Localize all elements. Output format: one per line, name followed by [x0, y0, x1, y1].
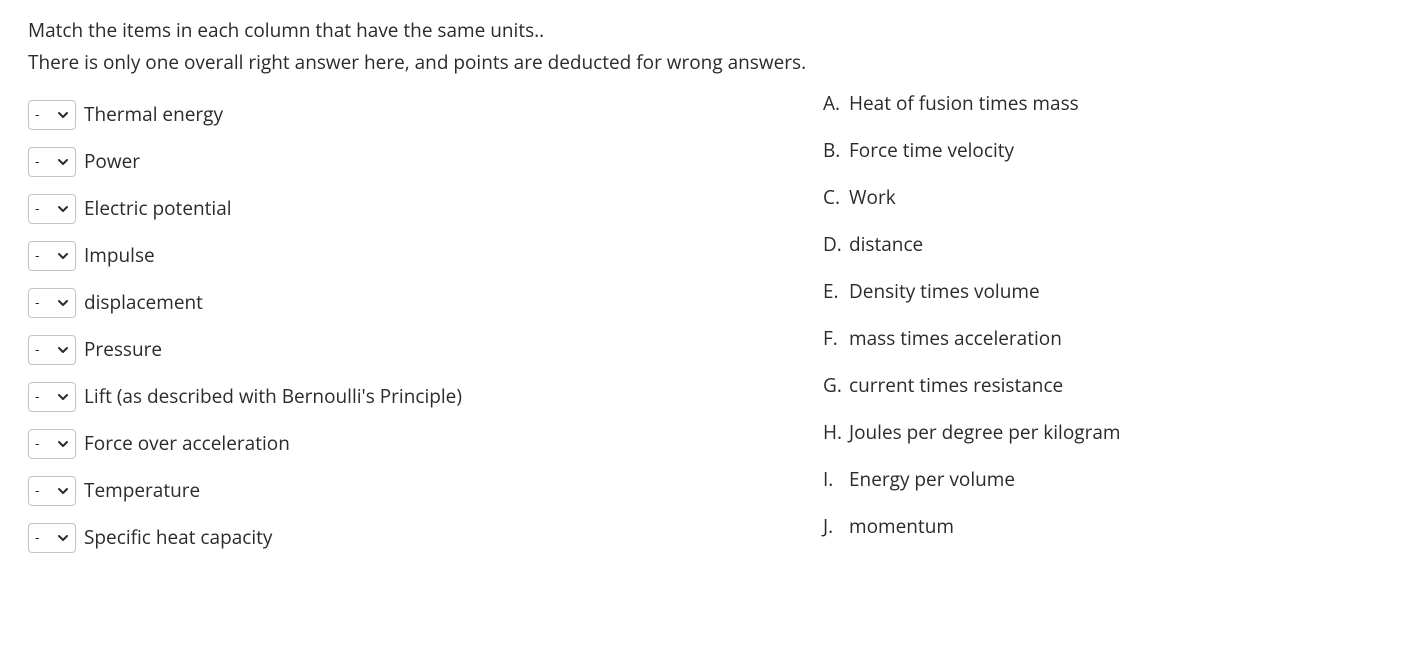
left-item-row: - Power [28, 138, 823, 185]
right-item-letter: H. [823, 420, 849, 446]
left-item-label: Lift (as described with Bernoulli's Prin… [84, 384, 462, 410]
left-item-row: - displacement [28, 279, 823, 326]
select-value: - [35, 108, 40, 122]
answer-select[interactable]: - [28, 288, 76, 318]
chevron-down-icon [57, 156, 69, 168]
select-value: - [35, 531, 40, 545]
answer-select[interactable]: - [28, 335, 76, 365]
select-value: - [35, 437, 40, 451]
question-container: Match the items in each column that have… [0, 0, 1408, 561]
chevron-down-icon [57, 297, 69, 309]
left-item-label: Electric potential [84, 196, 232, 222]
chevron-down-icon [57, 532, 69, 544]
left-item-row: - Specific heat capacity [28, 514, 823, 561]
answer-select[interactable]: - [28, 382, 76, 412]
right-item-label: Energy per volume [849, 467, 1015, 493]
chevron-down-icon [57, 250, 69, 262]
right-item-label: current times resistance [849, 373, 1063, 399]
answer-select[interactable]: - [28, 100, 76, 130]
left-item-row: - Force over acceleration [28, 420, 823, 467]
right-item-label: distance [849, 232, 923, 258]
right-item-label: Heat of fusion times mass [849, 91, 1079, 117]
right-item-label: Force time velocity [849, 138, 1014, 164]
left-item-label: Power [84, 149, 140, 175]
left-item-label: Temperature [84, 478, 200, 504]
right-item-row: C.Work [823, 185, 1380, 232]
left-item-row: - Lift (as described with Bernoulli's Pri… [28, 373, 823, 420]
right-item-letter: G. [823, 373, 849, 399]
right-item-label: Joules per degree per kilogram [849, 420, 1121, 446]
select-value: - [35, 484, 40, 498]
right-item-letter: F. [823, 326, 849, 352]
chevron-down-icon [57, 391, 69, 403]
instruction-line-1: Match the items in each column that have… [28, 18, 1380, 44]
answer-select[interactable]: - [28, 476, 76, 506]
answer-select[interactable]: - [28, 241, 76, 271]
answer-select[interactable]: - [28, 147, 76, 177]
right-item-letter: D. [823, 232, 849, 258]
right-item-letter: A. [823, 91, 849, 117]
right-item-letter: I. [823, 467, 849, 493]
right-item-label: Work [849, 185, 896, 211]
chevron-down-icon [57, 109, 69, 121]
right-item-row: D.distance [823, 232, 1380, 279]
right-item-row: E.Density times volume [823, 279, 1380, 326]
instruction-line-2: There is only one overall right answer h… [28, 50, 1380, 76]
select-value: - [35, 296, 40, 310]
select-value: - [35, 249, 40, 263]
select-value: - [35, 390, 40, 404]
chevron-down-icon [57, 485, 69, 497]
left-item-row: - Temperature [28, 467, 823, 514]
instructions: Match the items in each column that have… [28, 18, 1380, 75]
left-item-label: Pressure [84, 337, 162, 363]
left-item-label: Impulse [84, 243, 155, 269]
answer-select[interactable]: - [28, 429, 76, 459]
left-item-label: Specific heat capacity [84, 525, 272, 551]
select-value: - [35, 155, 40, 169]
right-item-letter: B. [823, 138, 849, 164]
right-item-row: F.mass times acceleration [823, 326, 1380, 373]
right-item-letter: C. [823, 185, 849, 211]
select-value: - [35, 202, 40, 216]
left-item-row: - Electric potential [28, 185, 823, 232]
select-value: - [35, 343, 40, 357]
left-item-label: displacement [84, 290, 203, 316]
left-item-label: Force over acceleration [84, 431, 290, 457]
right-item-label: momentum [849, 514, 954, 540]
left-item-label: Thermal energy [84, 102, 223, 128]
right-item-row: H.Joules per degree per kilogram [823, 420, 1380, 467]
left-column: - Thermal energy - Power - Electric potential… [28, 91, 823, 561]
left-item-row: - Thermal energy [28, 91, 823, 138]
right-item-row: I.Energy per volume [823, 467, 1380, 514]
right-item-letter: J. [823, 514, 849, 540]
left-item-row: - Pressure [28, 326, 823, 373]
chevron-down-icon [57, 203, 69, 215]
right-item-letter: E. [823, 279, 849, 305]
right-column: A.Heat of fusion times massB.Force time … [823, 91, 1380, 561]
right-item-row: A.Heat of fusion times mass [823, 91, 1380, 138]
answer-select[interactable]: - [28, 194, 76, 224]
matching-columns: - Thermal energy - Power - Electric potential… [28, 91, 1380, 561]
right-item-row: J.momentum [823, 514, 1380, 561]
answer-select[interactable]: - [28, 523, 76, 553]
right-item-row: G.current times resistance [823, 373, 1380, 420]
chevron-down-icon [57, 344, 69, 356]
right-item-row: B.Force time velocity [823, 138, 1380, 185]
left-item-row: - Impulse [28, 232, 823, 279]
chevron-down-icon [57, 438, 69, 450]
right-item-label: Density times volume [849, 279, 1040, 305]
right-item-label: mass times acceleration [849, 326, 1062, 352]
